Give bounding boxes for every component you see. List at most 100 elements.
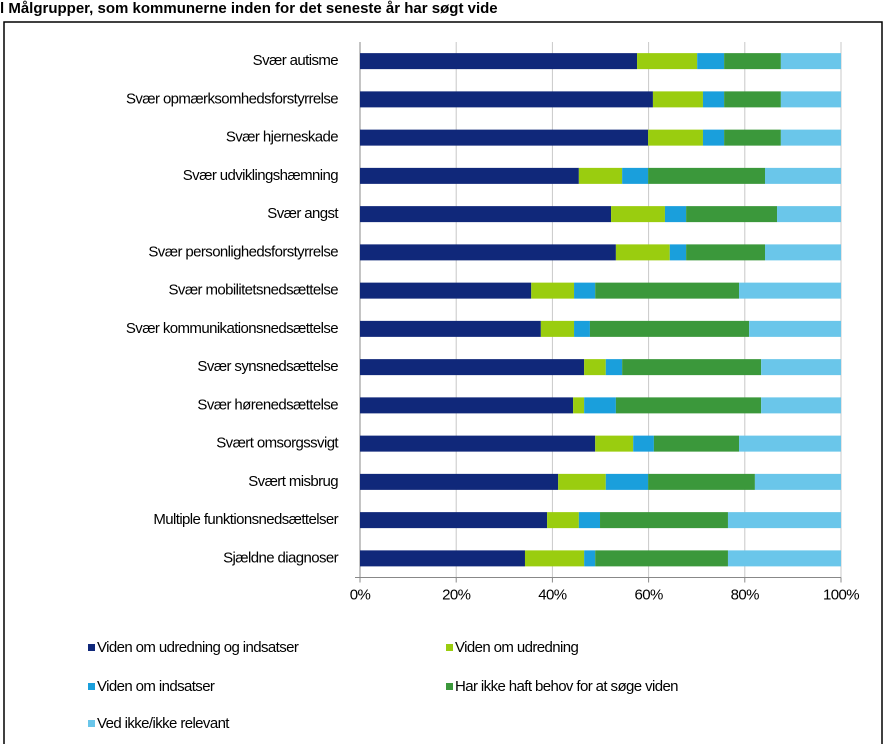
bar-segment: [360, 512, 548, 529]
bar-segment: [622, 167, 649, 184]
bar-segment: [765, 244, 841, 261]
legend-label: Har ikke haft behov for at søge viden: [455, 678, 678, 695]
bar-segment: [605, 359, 623, 376]
bar-segment: [702, 91, 725, 108]
bar-segment: [686, 206, 778, 223]
bar-segment: [584, 397, 616, 414]
bar-segment: [595, 435, 634, 452]
bar-segment: [780, 53, 841, 70]
bar-segment: [686, 244, 766, 261]
y-tick-label: Sjældne diagnoser: [223, 549, 338, 566]
bar-segment: [360, 550, 525, 567]
bar-segment: [724, 91, 781, 108]
x-tick-label: 40%: [538, 586, 566, 603]
bar-segment: [595, 550, 728, 567]
y-tick-label: Svær mobilitetsnedsættelse: [169, 282, 339, 299]
legend-swatch: [446, 683, 453, 690]
y-tick-label: Svært omsorgssvigt: [216, 435, 339, 452]
bar-segment: [360, 282, 532, 299]
bar-segment: [360, 53, 638, 70]
x-tick-label: 100%: [823, 586, 859, 603]
y-tick-label: Multiple funktionsnedsættelser: [153, 511, 338, 528]
bar-segment: [360, 473, 559, 490]
chart-title: l Målgrupper, som kommunerne inden for d…: [0, 0, 498, 17]
bar-segment: [669, 244, 687, 261]
y-tick-label: Svær opmærksomhedsforstyrrelse: [126, 90, 338, 107]
bar-segment: [780, 129, 841, 146]
chart-frame: [3, 21, 883, 744]
bar-segment: [697, 53, 725, 70]
bar-segment: [648, 473, 755, 490]
bar-segment: [653, 435, 740, 452]
bar-segment: [600, 512, 728, 529]
bar-segment: [360, 206, 612, 223]
bar-segment: [605, 473, 649, 490]
y-tick-label: Svær autisme: [253, 52, 339, 69]
bar-segment: [652, 91, 703, 108]
bar-segment: [780, 91, 841, 108]
bar-segment: [664, 206, 687, 223]
y-tick-label: Svær udviklingshæmning: [183, 167, 338, 184]
bar-segment: [531, 282, 575, 299]
bar-segment: [360, 91, 653, 108]
bar-segment: [622, 359, 762, 376]
y-tick-label: Svær hjerneskade: [226, 129, 338, 146]
bar-segment: [739, 282, 841, 299]
legend-label: Viden om udredning: [455, 639, 578, 656]
y-tick-label: Svær synsnedsættelse: [197, 358, 338, 375]
bar-segment: [633, 435, 654, 452]
bar-segment: [578, 512, 601, 529]
legend-label: Viden om indsatser: [97, 678, 215, 695]
legend-swatch: [446, 644, 453, 651]
bar-segment: [727, 550, 841, 567]
bar-segment: [611, 206, 665, 223]
x-tick-label: 20%: [442, 586, 470, 603]
bar-segment: [727, 512, 841, 529]
bar-segment: [702, 129, 725, 146]
bar-segment: [584, 359, 606, 376]
bar-segment: [595, 282, 740, 299]
bar-segment: [547, 512, 579, 529]
bar-segment: [540, 320, 575, 337]
bar-segment: [584, 550, 596, 567]
y-tick-label: Svær angst: [267, 205, 339, 222]
legend-label: Viden om udredning og indsatser: [97, 639, 299, 656]
x-tick-label: 0%: [350, 586, 371, 603]
bar-segment: [360, 435, 596, 452]
legend-swatch: [88, 683, 95, 690]
bar-segment: [578, 167, 623, 184]
bar-segment: [615, 397, 762, 414]
bar-segment: [749, 320, 841, 337]
bar-segment: [724, 53, 781, 70]
legend-swatch: [88, 644, 95, 651]
bar-segment: [360, 244, 616, 261]
bar-segment: [360, 359, 585, 376]
bar-segment: [615, 244, 670, 261]
x-tick-label: 60%: [634, 586, 662, 603]
y-tick-label: Svært misbrug: [248, 473, 338, 490]
bar-segment: [724, 129, 781, 146]
bar-segment: [558, 473, 606, 490]
bar-segment: [360, 129, 649, 146]
bar-segment: [360, 320, 541, 337]
bar-segment: [754, 473, 841, 490]
bar-segment: [573, 397, 585, 414]
y-tick-label: Svær kommunikationsnedsættelse: [126, 320, 338, 337]
bar-segment: [589, 320, 750, 337]
y-tick-label: Svær hørenedsættelse: [197, 396, 338, 413]
bar-segment: [360, 397, 574, 414]
bar-segment: [761, 397, 841, 414]
legend-label: Ved ikke/ikke relevant: [97, 715, 230, 732]
bar-segment: [637, 53, 698, 70]
bar-segment: [574, 282, 596, 299]
x-tick-label: 80%: [731, 586, 759, 603]
bar-segment: [524, 550, 585, 567]
bar-segment: [574, 320, 590, 337]
y-tick-label: Svær personlighedsforstyrrelse: [148, 243, 338, 260]
bar-segment: [739, 435, 841, 452]
bar-segment: [648, 167, 766, 184]
bar-segment: [648, 129, 703, 146]
bar-segment: [360, 167, 579, 184]
bar-segment: [761, 359, 841, 376]
